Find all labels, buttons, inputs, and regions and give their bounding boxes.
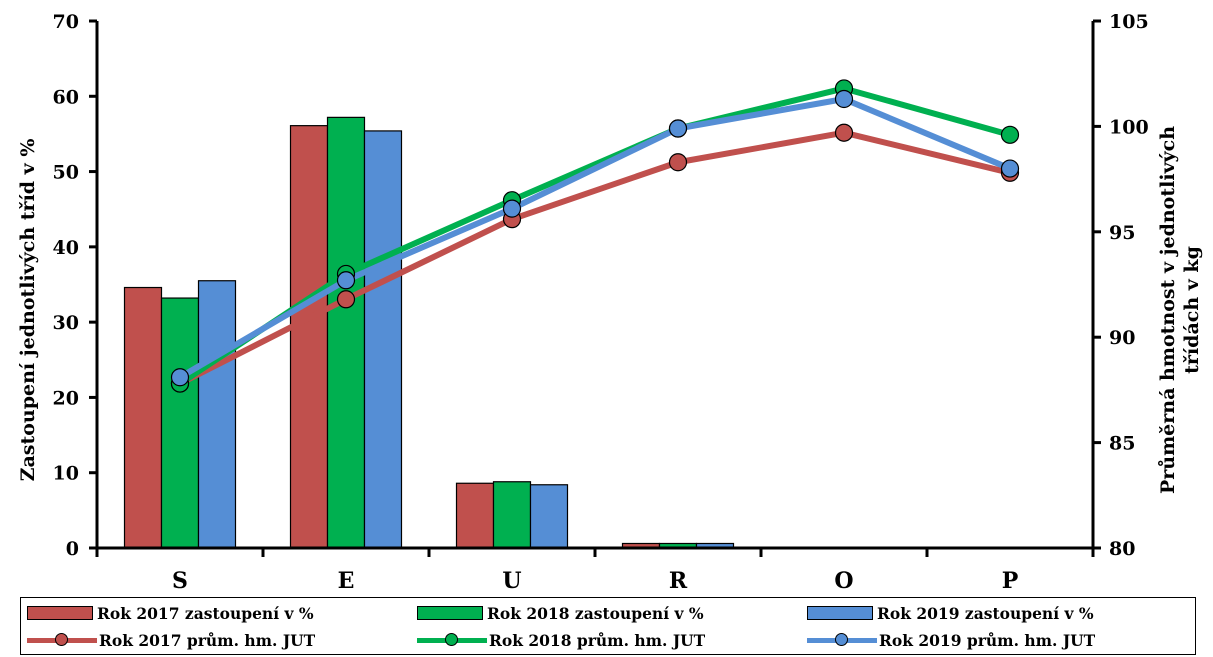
y2-tick-label-105: 105: [1109, 11, 1149, 33]
bar-2017-U: [455, 482, 495, 549]
lines-layer: [170, 79, 1020, 393]
point-2017-E: [336, 290, 356, 309]
x-tick-label-S: S: [172, 568, 188, 594]
y2-axis-label-line2: třídách v kg: [1181, 246, 1203, 374]
legend-item-line-2017: Rok 2017 prům. hm. JUT: [27, 628, 315, 652]
legend-item-line-2018: Rok 2018 prům. hm. JUT: [417, 628, 705, 652]
legend-label-bar-2018: Rok 2018 zastoupení v %: [487, 603, 704, 623]
legend-swatch-line-2017: [27, 632, 97, 648]
legend-swatch-line-2018: [417, 632, 487, 648]
legend-label-line-2017: Rok 2017 prům. hm. JUT: [99, 630, 316, 650]
point-2017-O: [834, 123, 854, 142]
legend-label-bar-2017: Rok 2017 zastoupení v %: [97, 603, 314, 623]
y2-tick-label-95: 95: [1109, 222, 1135, 244]
y-tick-label-20: 20: [53, 387, 79, 409]
y-tick-label-30: 30: [53, 312, 79, 334]
bar-2018-E: [326, 116, 366, 549]
y-tick-label-40: 40: [53, 237, 79, 259]
point-2019-P: [1000, 159, 1020, 178]
legend-label-line-2019: Rok 2019 prům. hm. JUT: [879, 630, 1096, 650]
y-tick-label-50: 50: [53, 162, 79, 184]
point-2018-P: [1000, 125, 1020, 144]
bars-layer: [123, 116, 735, 549]
legend-item-line-2019: Rok 2019 prům. hm. JUT: [807, 628, 1095, 652]
y-tick-label-60: 60: [53, 86, 79, 108]
y2-axis-label-line1: Průměrná hmotnost v jednotlivých: [1157, 126, 1179, 494]
bar-2019-E: [363, 130, 403, 549]
point-2019-U: [502, 199, 522, 218]
line-2017: [178, 129, 1011, 387]
y2-tick-label-80: 80: [1109, 538, 1135, 560]
point-2019-R: [668, 119, 688, 138]
bar-2017-E: [289, 125, 329, 549]
y-tick-label-0: 0: [66, 538, 79, 560]
y2-tick-label-100: 100: [1109, 116, 1149, 138]
legend-item-bar-2018: Rok 2018 zastoupení v %: [417, 601, 704, 625]
legend-swatch-bar-2019: [807, 606, 873, 620]
bar-2018-U: [492, 481, 532, 549]
axes-layer: 0 10 20 30 40 50 60 70 80 85 90 95 100 105 S E U R O P: [53, 11, 1149, 594]
legend-swatch-bar-2018: [417, 606, 483, 620]
point-2017-R: [668, 153, 688, 172]
line-2018: [178, 85, 1011, 387]
bar-2019-U: [529, 484, 569, 549]
x-tick-label-R: R: [669, 568, 688, 594]
x-tick-label-O: O: [834, 568, 853, 594]
legend-swatch-line-2019: [807, 632, 877, 648]
y-tick-label-10: 10: [53, 463, 79, 485]
y-axis-label: Zastoupení jednotlivých tříd v %: [17, 139, 39, 482]
point-2019-O: [834, 89, 854, 109]
y2-tick-label-90: 90: [1109, 327, 1135, 349]
x-tick-label-P: P: [1002, 568, 1019, 594]
legend-swatch-bar-2017: [27, 606, 93, 620]
y2-tick-label-85: 85: [1109, 433, 1135, 455]
legend-item-bar-2019: Rok 2019 zastoupení v %: [807, 601, 1094, 625]
bar-2017-S: [123, 286, 163, 549]
x-tick-label-E: E: [338, 568, 355, 594]
legend-label-bar-2019: Rok 2019 zastoupení v %: [877, 603, 1094, 623]
legend-item-bar-2017: Rok 2017 zastoupení v %: [27, 601, 314, 625]
bar-2019-S: [197, 280, 237, 549]
line-2019: [178, 95, 1012, 380]
legend-label-line-2018: Rok 2018 prům. hm. JUT: [489, 630, 706, 650]
point-2019-E: [336, 271, 356, 290]
y-tick-label-70: 70: [53, 11, 79, 33]
legend: Rok 2017 zastoupení v % Rok 2018 zastoup…: [20, 597, 1196, 655]
bar-2018-S: [160, 297, 200, 549]
chart-svg: 0 10 20 30 40 50 60 70 80 85 90 95 100 105 S E U R O P Zast…: [17, 11, 1203, 594]
point-2019-S: [170, 368, 190, 387]
x-tick-label-U: U: [502, 568, 521, 594]
